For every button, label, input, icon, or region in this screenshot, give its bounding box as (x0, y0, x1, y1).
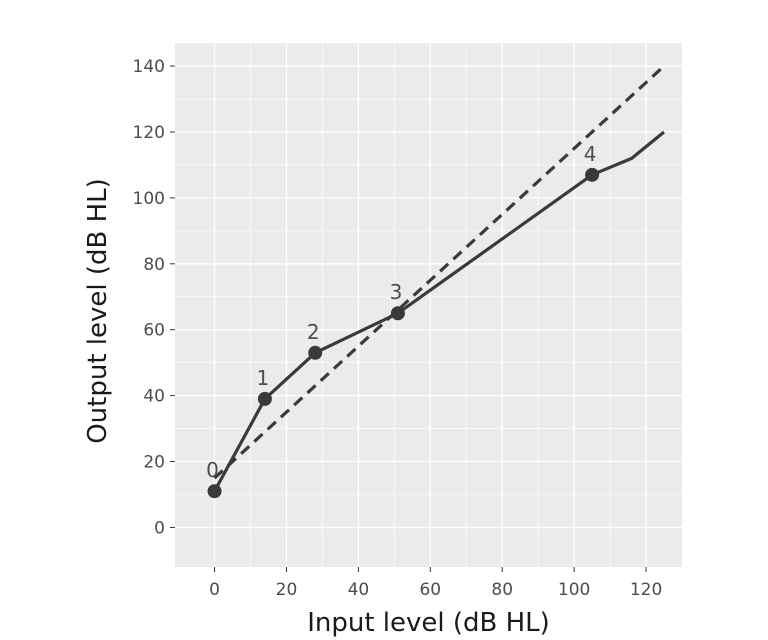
x-tick-label: 40 (348, 580, 370, 600)
x-tick-label: 80 (491, 580, 513, 600)
point-label: 4 (584, 142, 597, 166)
point-label: 1 (257, 366, 270, 390)
plot-panel (175, 43, 682, 567)
y-tick-label: 120 (133, 123, 165, 143)
x-tick-label: 20 (276, 580, 298, 600)
data-point (308, 346, 322, 360)
y-tick-label: 20 (143, 453, 165, 473)
x-tick-label: 120 (630, 580, 662, 600)
y-tick-label: 80 (143, 255, 165, 275)
point-label: 0 (206, 458, 219, 482)
data-point (208, 484, 222, 498)
y-tick-label: 0 (154, 518, 165, 538)
x-axis-title: Input level (dB HL) (307, 608, 550, 638)
y-tick-label: 140 (133, 57, 165, 77)
x-tick-label: 100 (558, 580, 590, 600)
data-point (391, 306, 405, 320)
data-point (258, 392, 272, 406)
data-point (585, 168, 599, 182)
x-tick-label: 0 (209, 580, 220, 600)
point-label: 3 (390, 280, 403, 304)
point-label: 2 (307, 320, 320, 344)
y-tick-label: 60 (143, 321, 165, 341)
y-tick-label: 100 (133, 189, 165, 209)
y-tick-label: 40 (143, 387, 165, 407)
y-axis-title: Output level (dB HL) (83, 178, 113, 444)
x-tick-label: 60 (419, 580, 441, 600)
